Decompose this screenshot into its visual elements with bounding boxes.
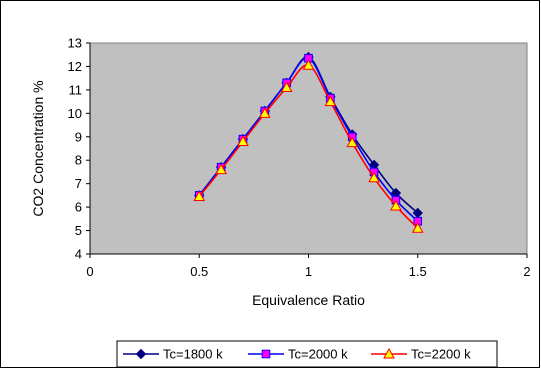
series-3-point: [368, 171, 380, 183]
plot-area: [89, 42, 528, 255]
y-tick-label: 10: [68, 106, 82, 121]
y-tick-label: 4: [75, 247, 82, 262]
legend-label: Tc=2200 k: [411, 347, 471, 362]
x-tick-label: 0: [86, 264, 93, 279]
legend-box: [116, 340, 498, 368]
y-tick-label: 9: [75, 129, 82, 144]
series-3-point: [346, 136, 359, 148]
legend-swatch-marker: [383, 347, 395, 359]
series-3-point: [237, 135, 249, 146]
y-tick-label: 7: [75, 176, 82, 191]
x-tick-label: 1.5: [409, 264, 427, 279]
x-tick-label: 0.5: [190, 264, 208, 279]
series-3-point: [411, 222, 424, 233]
y-tick-label: 6: [75, 200, 82, 215]
x-tick-label: 2: [523, 264, 530, 279]
series-3: [193, 59, 424, 233]
series-3-point: [390, 199, 402, 211]
x-axis: 0 0.5 1 1.5 2: [86, 253, 531, 279]
legend: Tc=1800 k Tc=2000 k Tc=2200 k: [116, 340, 498, 368]
series-3-point: [324, 95, 337, 107]
legend-swatch-marker: [135, 348, 147, 360]
series-3-point: [258, 107, 271, 118]
x-tick-label: 1: [305, 264, 312, 279]
legend-label: Tc=2000 k: [288, 347, 348, 362]
y-tick-label: 12: [68, 59, 82, 74]
series-3-point: [280, 81, 293, 93]
series-3-point: [215, 163, 227, 175]
series-3-point: [193, 190, 206, 202]
y-tick-label: 5: [75, 223, 82, 238]
y-axis: 4 5 6 7 8 9 10 11 12 13: [68, 36, 91, 262]
y-tick-label: 13: [68, 36, 82, 51]
y-tick-label: 8: [75, 153, 82, 168]
legend-label: Tc=1800 k: [163, 347, 223, 362]
series-layer: [193, 51, 424, 233]
series-3-point: [302, 59, 315, 70]
x-axis-title: Equivalence Ratio: [252, 292, 365, 308]
y-axis-title: CO2 Concentration %: [30, 80, 46, 216]
legend-swatch-marker: [261, 349, 271, 359]
y-tick-label: 11: [69, 82, 83, 97]
